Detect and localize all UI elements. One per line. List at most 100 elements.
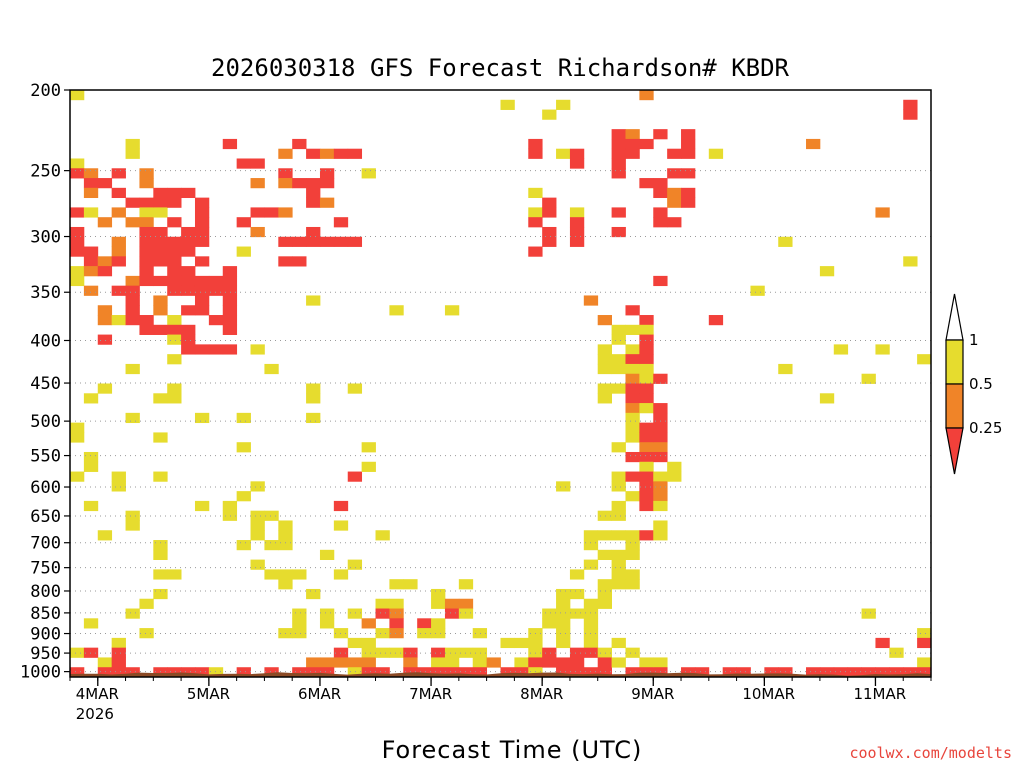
cell-ri-below-0.25 [319,178,335,189]
cell-ri-0.5-1 [417,628,432,639]
cell-ri-below-0.25 [569,657,585,668]
cell-ri-below-0.25 [153,275,168,287]
cell-ri-0.5-1 [250,481,265,492]
cell-ri-0.5-1 [83,618,99,629]
cell-ri-below-0.25 [639,334,654,345]
gridlines [70,170,931,673]
cell-ri-0.5-1 [597,647,612,658]
cell-ri-0.5-1 [292,608,307,619]
cell-ri-0.5-1 [611,579,626,590]
cell-ri-below-0.25 [625,138,640,150]
cell-ri-below-0.25 [181,667,196,678]
cell-ri-0.25-0.5 [625,403,640,414]
cell-ri-0.25-0.5 [139,168,154,179]
cell-ri-0.5-1 [639,324,654,335]
cell-ri-0.5-1 [611,657,626,668]
cell-ri-below-0.25 [639,667,654,678]
cell-ri-below-0.25 [125,285,140,296]
cell-ri-0.25-0.5 [653,481,668,492]
cell-ri-0.5-1 [653,471,668,482]
cell-ri-0.5-1 [153,471,168,482]
cell-ri-below-0.25 [639,344,654,355]
cell-ri-0.5-1 [264,569,279,580]
cell-ri-below-0.25 [181,334,196,345]
cell-ri-0.5-1 [625,579,640,590]
y-tick-label-250: 250 [30,162,61,182]
x-tick-label-5MAR: 5MAR [187,685,230,703]
cell-ri-below-0.25 [139,266,154,277]
cell-ri-0.5-1 [125,363,140,375]
cell-ri-0.25-0.5 [319,197,335,208]
cell-ri-0.5-1 [319,608,335,619]
cell-ri-below-0.25 [181,324,196,335]
cell-ri-0.5-1 [236,246,251,257]
cell-ri-below-0.25 [667,168,682,179]
cell-ri-0.5-1 [583,559,599,570]
cell-ri-0.5-1 [250,559,265,570]
cell-ri-0.5-1 [750,285,765,296]
cell-ri-0.5-1 [306,393,321,404]
cell-ri-below-0.25 [333,148,349,159]
cell-ri-0.5-1 [542,109,557,120]
cell-ri-0.5-1 [139,628,154,639]
cell-ri-0.5-1 [611,510,626,521]
cell-ri-below-0.25 [153,187,168,199]
cell-ri-below-0.25 [306,148,321,159]
cell-ri-0.5-1 [917,657,932,668]
cell-ri-below-0.25 [167,285,182,296]
cell-ri-below-0.25 [194,256,210,267]
cell-ri-0.5-1 [583,637,599,649]
cell-ri-below-0.25 [667,148,682,159]
cell-ri-below-0.25 [111,256,126,267]
cell-ri-0.5-1 [431,598,446,609]
cell-ri-0.5-1 [472,657,488,668]
y-tick-label-450: 450 [30,374,61,394]
cell-ri-below-0.25 [153,256,168,267]
cell-ri-0.5-1 [361,168,376,179]
cell-ri-below-0.25 [97,667,113,678]
cell-ri-0.5-1 [375,647,390,658]
cell-ri-below-0.25 [222,295,238,306]
cell-ri-below-0.25 [194,285,210,296]
cell-ri-below-0.25 [306,178,321,189]
cell-ri-0.5-1 [70,647,85,658]
cell-ri-below-0.25 [167,266,182,277]
cell-ri-0.5-1 [375,530,390,541]
cell-ri-0.5-1 [500,637,515,649]
cell-ri-below-0.25 [111,667,126,678]
cell-ri-below-0.25 [236,667,251,678]
cell-ri-below-0.25 [639,178,654,189]
cell-ri-0.5-1 [667,471,682,482]
cell-ri-below-0.25 [639,315,654,326]
cell-ri-0.25-0.5 [83,266,99,277]
cell-ri-below-0.25 [736,667,751,678]
cell-ri-0.5-1 [167,334,182,345]
cell-ri-0.5-1 [556,588,571,600]
cell-ri-below-0.25 [861,667,876,678]
cell-ri-0.5-1 [222,510,238,521]
cell-ri-below-0.25 [528,217,543,228]
cell-ri-0.25-0.5 [653,491,668,502]
cell-ri-below-0.25 [708,315,724,326]
cell-ri-0.5-1 [236,491,251,502]
cell-ri-below-0.25 [194,207,210,218]
cell-ri-0.5-1 [625,412,640,424]
cell-ri-0.5-1 [70,432,85,443]
cell-ri-below-0.25 [319,236,335,247]
cell-ri-below-0.25 [542,197,557,208]
cell-ri-0.5-1 [528,667,543,678]
cell-ri-0.5-1 [625,569,640,580]
cell-ri-0.5-1 [611,530,626,541]
cell-ri-below-0.25 [111,285,126,296]
cell-ri-below-0.25 [653,207,668,218]
cell-ri-below-0.25 [181,246,196,257]
cell-ri-below-0.25 [264,207,279,218]
cell-ri-below-0.25 [333,217,349,228]
cell-ri-below-0.25 [611,138,626,150]
cell-ri-0.5-1 [625,491,640,502]
cell-ri-0.5-1 [889,647,904,658]
cell-ri-below-0.25 [472,667,488,678]
cell-ri-below-0.25 [139,256,154,267]
cell-ri-below-0.25 [542,236,557,247]
chart-title: 2026030318 GFS Forecast Richardson# KBDR [211,54,790,82]
